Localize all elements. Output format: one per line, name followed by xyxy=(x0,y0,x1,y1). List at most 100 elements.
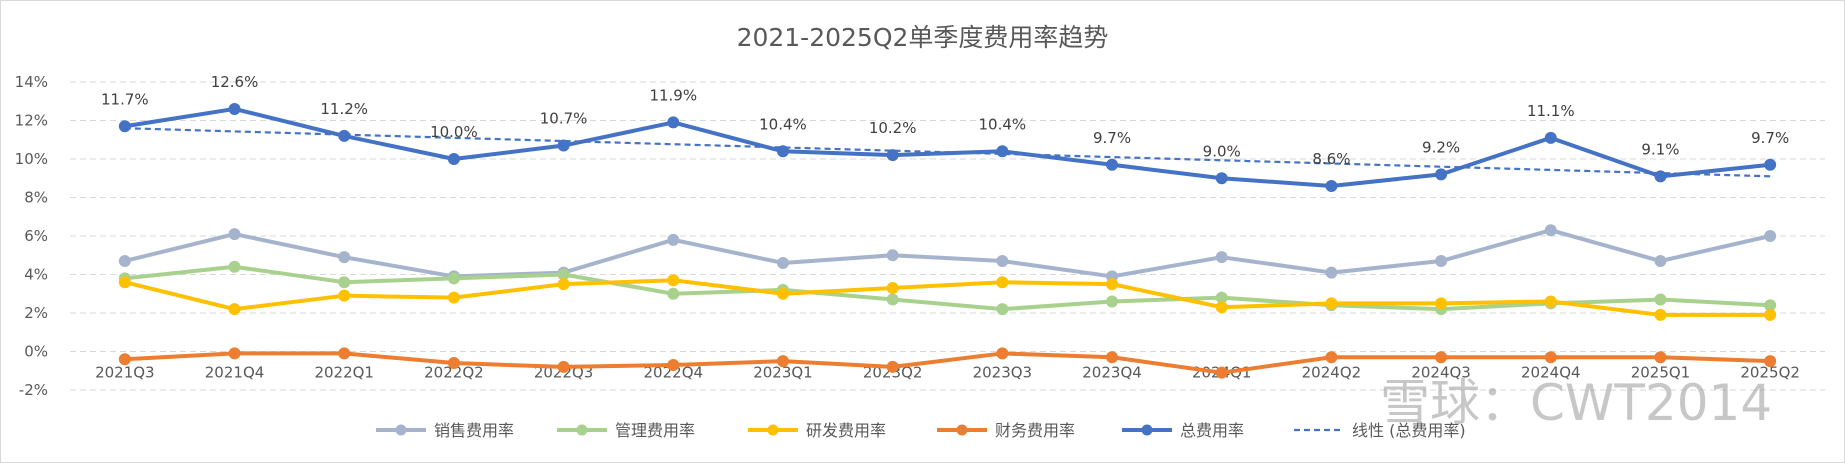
data-label: 11.7% xyxy=(101,90,149,108)
legend-item: 研发费用率 xyxy=(748,421,886,440)
data-point xyxy=(1215,366,1228,379)
data-point xyxy=(1764,230,1777,242)
data-point xyxy=(447,357,460,370)
data-point xyxy=(1544,131,1557,144)
data-label: 12.6% xyxy=(211,73,259,91)
x-tick-label: 2023Q3 xyxy=(973,364,1033,382)
data-point xyxy=(996,276,1009,289)
data-point xyxy=(1654,255,1667,268)
data-point xyxy=(776,145,789,158)
y-tick-label: 6% xyxy=(24,227,48,245)
data-point xyxy=(1215,301,1228,314)
data-label: 9.7% xyxy=(1093,129,1131,147)
series-line xyxy=(124,351,1771,375)
y-tick-label: -2% xyxy=(19,381,48,399)
data-point xyxy=(447,291,460,304)
data-point xyxy=(557,139,570,152)
legend-label: 销售费用率 xyxy=(434,421,514,440)
data-point xyxy=(1106,295,1119,308)
data-point xyxy=(338,251,351,264)
data-label: 9.0% xyxy=(1203,142,1241,160)
data-label: 9.1% xyxy=(1641,140,1679,158)
data-point xyxy=(118,276,131,289)
y-tick-label: 8% xyxy=(24,189,48,207)
legend-marker xyxy=(956,424,968,436)
data-point xyxy=(886,360,899,373)
data-point xyxy=(886,293,899,306)
x-tick-label: 2021Q4 xyxy=(205,364,265,382)
data-point xyxy=(776,256,789,269)
data-label: 9.7% xyxy=(1751,129,1789,147)
data-point xyxy=(338,129,351,142)
data-label: 11.9% xyxy=(649,86,697,104)
data-point xyxy=(1325,351,1338,364)
data-point xyxy=(996,255,1009,268)
y-tick-label: 10% xyxy=(15,150,48,168)
data-point xyxy=(667,358,680,371)
data-point xyxy=(1654,170,1667,183)
data-point xyxy=(447,153,460,165)
data-label: 11.2% xyxy=(320,100,368,118)
data-point xyxy=(886,249,899,262)
data-point xyxy=(118,353,131,366)
x-tick-label: 2025Q1 xyxy=(1631,364,1691,382)
y-axis: -2% 0% 2% 4% 6% 8% 10% 12% 14% xyxy=(15,73,48,399)
series-layer xyxy=(118,102,1777,379)
data-point xyxy=(1435,297,1448,310)
data-point xyxy=(1435,255,1448,268)
data-point xyxy=(667,233,680,246)
legend-label: 线性 (总费用率) xyxy=(1352,421,1466,440)
data-point xyxy=(1654,351,1667,364)
data-point xyxy=(667,274,680,287)
legend-item: 销售费用率 xyxy=(376,421,514,440)
data-point xyxy=(1544,295,1557,308)
data-labels: 11.7% 12.6% 11.2% 10.0% 10.7% 11.9% 10.4% 10.2%… xyxy=(101,73,1789,168)
data-label: 10.7% xyxy=(540,110,588,128)
x-tick-label: 2025Q2 xyxy=(1740,364,1800,382)
legend-label: 总费用率 xyxy=(1180,421,1244,440)
legend-item: 总费用率 xyxy=(1122,421,1244,440)
data-point xyxy=(338,289,351,302)
data-point xyxy=(1325,266,1338,279)
data-point xyxy=(1215,172,1228,185)
data-point xyxy=(228,228,241,241)
data-point xyxy=(447,272,460,285)
legend-marker xyxy=(395,424,407,436)
data-label: 8.6% xyxy=(1312,150,1350,168)
data-point xyxy=(1435,168,1448,181)
data-point xyxy=(338,347,351,360)
data-point xyxy=(996,145,1009,158)
data-point xyxy=(1544,224,1557,237)
x-tick-label: 2022Q1 xyxy=(314,364,374,382)
data-point xyxy=(118,120,131,133)
data-label: 10.4% xyxy=(979,115,1027,133)
data-point xyxy=(1325,297,1338,310)
watermark-text: 雪球：CWT2014 xyxy=(1380,374,1772,432)
data-point xyxy=(1106,278,1119,291)
data-label: 10.0% xyxy=(430,123,478,141)
data-point xyxy=(886,281,899,294)
gridlines xyxy=(70,81,1825,391)
x-tick-label: 2021Q3 xyxy=(95,364,155,382)
data-point xyxy=(886,149,899,162)
data-point xyxy=(776,287,789,300)
y-tick-label: 14% xyxy=(15,73,48,91)
data-point xyxy=(228,260,241,273)
data-point xyxy=(1325,179,1338,192)
data-point xyxy=(1106,158,1119,171)
data-point xyxy=(996,347,1009,360)
data-point xyxy=(1764,158,1777,171)
data-label: 11.1% xyxy=(1527,102,1575,120)
y-tick-label: 12% xyxy=(15,112,48,130)
legend-label: 管理费用率 xyxy=(615,421,695,440)
data-point xyxy=(1544,351,1557,364)
x-axis: 2021Q32021Q42022Q12022Q22022Q32022Q42023… xyxy=(95,364,1800,382)
legend-item: 财务费用率 xyxy=(937,421,1075,440)
data-point xyxy=(996,303,1009,316)
legend-item: 管理费用率 xyxy=(557,421,695,440)
x-tick-label: 2024Q4 xyxy=(1521,364,1581,382)
data-point xyxy=(1764,308,1777,321)
y-tick-label: 2% xyxy=(24,304,48,322)
